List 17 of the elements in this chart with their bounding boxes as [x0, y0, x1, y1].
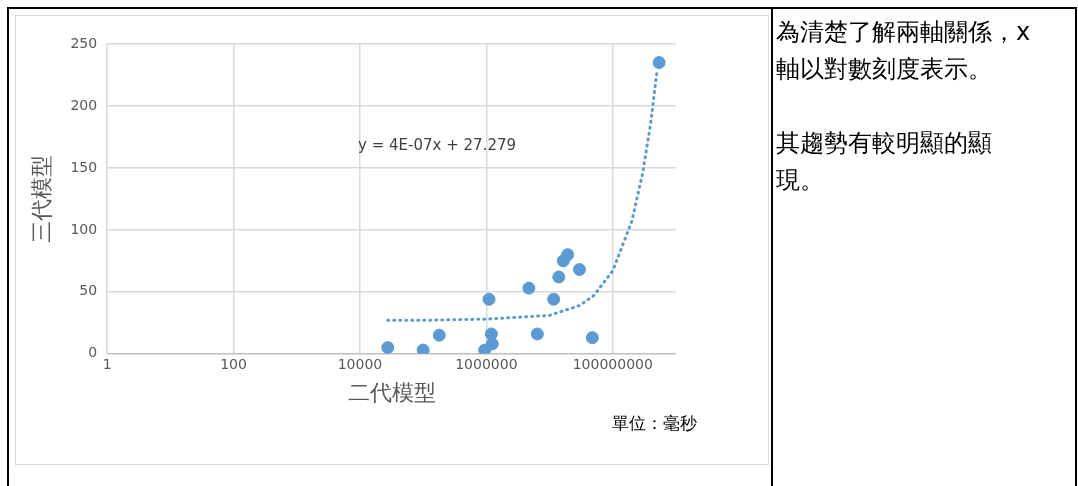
y-tick-label: 250 [70, 34, 98, 51]
x-tick-label: 1000000 [455, 355, 518, 372]
y-tick-label: 100 [70, 220, 98, 237]
y-tick-label: 200 [70, 96, 98, 113]
y-tick-label: 50 [79, 282, 98, 299]
x-tick-label: 1 [102, 355, 112, 372]
x-tick-label: 100000000 [572, 355, 653, 372]
text: 其趨勢有較明顯的顯現。 [776, 128, 993, 196]
x-axis-title: 二代模型 [347, 379, 436, 405]
annotation: y = 4E-07x + 27.279 [358, 136, 517, 155]
y-tick-label: 150 [70, 158, 98, 175]
y-tick-label: 0 [88, 344, 98, 361]
y-axis-title: 三代模型 [28, 154, 54, 243]
x-tick-label: 10000 [337, 355, 383, 372]
text: 單位：毫秒 [612, 412, 697, 435]
text: 為清楚了解兩軸關係，x 軸以對數刻度表示。 [776, 17, 1032, 85]
x-tick-label: 100 [220, 355, 247, 372]
